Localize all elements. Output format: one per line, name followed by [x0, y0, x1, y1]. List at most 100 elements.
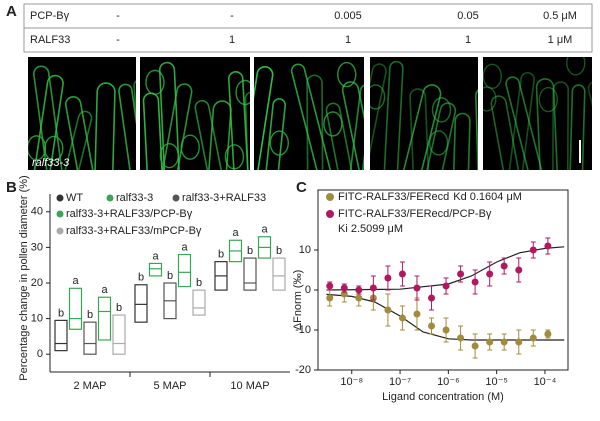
data-point [413, 310, 421, 318]
significance-letter: a [152, 250, 159, 262]
x-tick-label: 10⁻⁸ [340, 376, 363, 388]
data-point [369, 284, 377, 292]
table-cell: 0.05 [457, 10, 478, 22]
significance-letter: b [196, 277, 202, 289]
pollen-grain [566, 57, 586, 76]
pollen-tubes [483, 57, 592, 170]
y-tick-label: 20 [31, 277, 43, 289]
data-point [326, 294, 334, 302]
pollen-tube [64, 96, 101, 170]
data-point [544, 242, 552, 250]
x-tick-label: 10⁻⁵ [485, 376, 508, 388]
pollen-tube [118, 83, 136, 170]
y-tick-label: 30 [31, 241, 43, 253]
image-label: ralf33-3 [32, 157, 70, 169]
box [97, 296, 112, 341]
y-axis-label: Percentage change in pollen diameter (%) [18, 175, 30, 380]
data-point [428, 294, 436, 302]
data-point [442, 326, 450, 334]
x-axis-label: Ligand concentration (M) [382, 391, 504, 403]
legend-marker [56, 227, 64, 235]
pollen-tubes [142, 61, 250, 170]
significance-letter: a [181, 241, 188, 253]
pollen-tube [205, 100, 232, 170]
significance-letter: b [116, 302, 122, 314]
legend-label: WT [66, 192, 83, 204]
pollen-grain [431, 97, 452, 123]
pollen-tube [383, 60, 404, 170]
panel-label: A [6, 3, 17, 20]
box [272, 257, 286, 291]
table-cell: 0.5 μM [543, 10, 577, 22]
pollen-tube [490, 95, 526, 170]
pollen-tube [227, 71, 250, 170]
data-point [355, 286, 363, 294]
pollen-tubes [370, 60, 478, 170]
pollen-tube [261, 98, 287, 170]
data-point [486, 270, 494, 278]
pollen-tube [194, 99, 231, 170]
table-cell: 1 [229, 34, 235, 46]
data-point [413, 284, 421, 292]
pollen-tube [157, 83, 193, 170]
data-point [457, 334, 465, 342]
pollen-grain [337, 61, 357, 88]
legend-constant: Kd 0.1604 μM [453, 191, 522, 203]
box [148, 262, 163, 277]
significance-letter: b [167, 270, 173, 282]
legend-marker [106, 194, 114, 202]
legend-name: FITC-RALF33/FERecd/PCP-Bγ [338, 208, 492, 220]
pollen-tube [475, 86, 478, 170]
table-cell: RALF33 [30, 34, 70, 46]
pollen-tubes [28, 65, 136, 170]
y-axis-label: ΔFnorm (‰) [292, 270, 304, 331]
data-point [500, 262, 508, 270]
pollen-tube [158, 61, 181, 170]
pollen-tube [306, 74, 324, 170]
pollen-grain [145, 69, 165, 96]
data-point [384, 274, 392, 282]
legend-marker [56, 194, 64, 202]
legend-label: FITC-RALF33/FERecd Kd 0.1604 μM [338, 191, 522, 203]
pollen-tube [397, 84, 442, 170]
table-cell: 1 [465, 34, 471, 46]
table-cell: 1 [345, 34, 351, 46]
legend-label: ralf33-3+RALF33/PCP-Bγ [66, 208, 193, 220]
data-point [384, 306, 392, 314]
legend-marker [326, 210, 334, 218]
pollen-tube [325, 102, 361, 170]
pollen-grain [370, 84, 386, 110]
panel-label: B [6, 179, 17, 196]
pollen-grain [269, 130, 289, 156]
y-tick-label: 10 [299, 244, 311, 256]
pollen-grain [44, 135, 64, 162]
x-tick-label: 10⁻⁴ [534, 376, 557, 388]
x-tick-label: 10⁻⁶ [437, 376, 460, 388]
data-point [500, 338, 508, 346]
table-cell: - [116, 34, 120, 46]
legend-constant: Ki 2.5099 μM [338, 223, 403, 235]
box [177, 253, 192, 288]
box [83, 321, 97, 355]
data-point [544, 330, 552, 338]
significance-letter: a [232, 227, 239, 239]
legend-label: ralf33-3 [116, 192, 153, 204]
pollen-grain [323, 111, 343, 137]
data-point [486, 338, 494, 346]
pollen-grain [159, 142, 180, 169]
x-tick-label: 10 MAP [230, 380, 269, 392]
panel-label: C [296, 179, 307, 196]
pollen-grain [538, 86, 559, 113]
pollen-tube [506, 71, 535, 170]
y-tick-label: 40 [31, 206, 43, 218]
data-point [471, 278, 479, 286]
pollen-tube [93, 82, 116, 170]
significance-letter: a [101, 284, 108, 296]
data-point [355, 294, 363, 302]
box [243, 257, 257, 291]
legend-marker [56, 210, 64, 218]
pollen-tube [254, 65, 274, 170]
legend-name: FITC-RALF33/FERecd [338, 191, 449, 203]
pollen-grain [180, 134, 200, 160]
